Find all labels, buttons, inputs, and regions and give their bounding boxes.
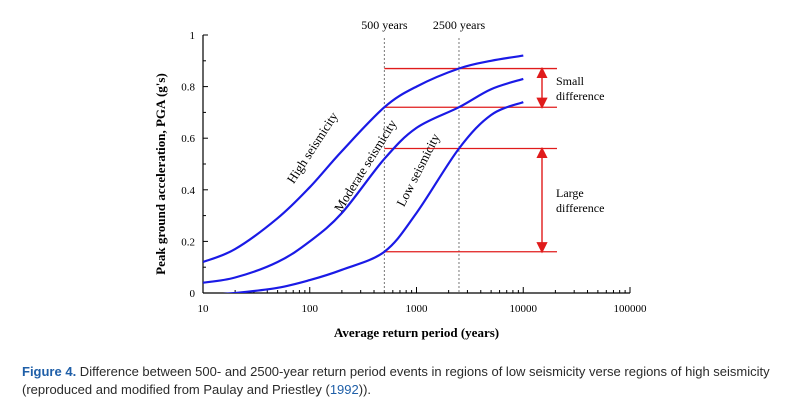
series-line bbox=[222, 101, 524, 293]
y-tick-label: 1 bbox=[190, 30, 196, 42]
y-tick-label: 0.2 bbox=[181, 236, 195, 248]
x-tick-label: 100 bbox=[302, 303, 319, 315]
caption-text: Difference between 500- and 2500-year re… bbox=[22, 364, 770, 397]
x-axis-label: Average return period (years) bbox=[334, 325, 499, 340]
x-tick-label: 100000 bbox=[614, 303, 648, 315]
difference-label: Large bbox=[556, 186, 584, 200]
difference-label: Small bbox=[556, 74, 585, 88]
x-tick-label: 1000 bbox=[406, 303, 429, 315]
return-period-label: 500 years bbox=[361, 18, 408, 32]
difference-label: difference bbox=[556, 89, 604, 103]
caption-label: Figure 4. bbox=[22, 364, 77, 379]
y-tick-label: 0.8 bbox=[181, 82, 195, 94]
series-label: Moderate seismicity bbox=[331, 116, 400, 214]
series-label: High seismicity bbox=[284, 109, 341, 186]
chart: 0 0.2 0.4 0.6 0.8 1 10 100 1000 10000 100000 Averag… bbox=[153, 18, 648, 340]
caption-reference[interactable]: 1992 bbox=[329, 382, 359, 397]
difference-label: difference bbox=[556, 201, 604, 215]
x-tick-label: 10 bbox=[198, 303, 210, 315]
return-period-label: 2500 years bbox=[433, 18, 486, 32]
series-line bbox=[203, 77, 524, 284]
caption-end: )). bbox=[358, 382, 372, 397]
x-tick-label: 10000 bbox=[510, 303, 538, 315]
y-axis-label: Peak ground acceleration, PGA (g's) bbox=[153, 73, 168, 275]
y-tick-label: 0.6 bbox=[181, 133, 195, 145]
y-tick-label: 0 bbox=[190, 288, 196, 300]
series-line bbox=[203, 54, 524, 264]
y-tick-label: 0.4 bbox=[181, 185, 195, 197]
figure-caption: Figure 4. Difference between 500- and 25… bbox=[22, 363, 792, 399]
